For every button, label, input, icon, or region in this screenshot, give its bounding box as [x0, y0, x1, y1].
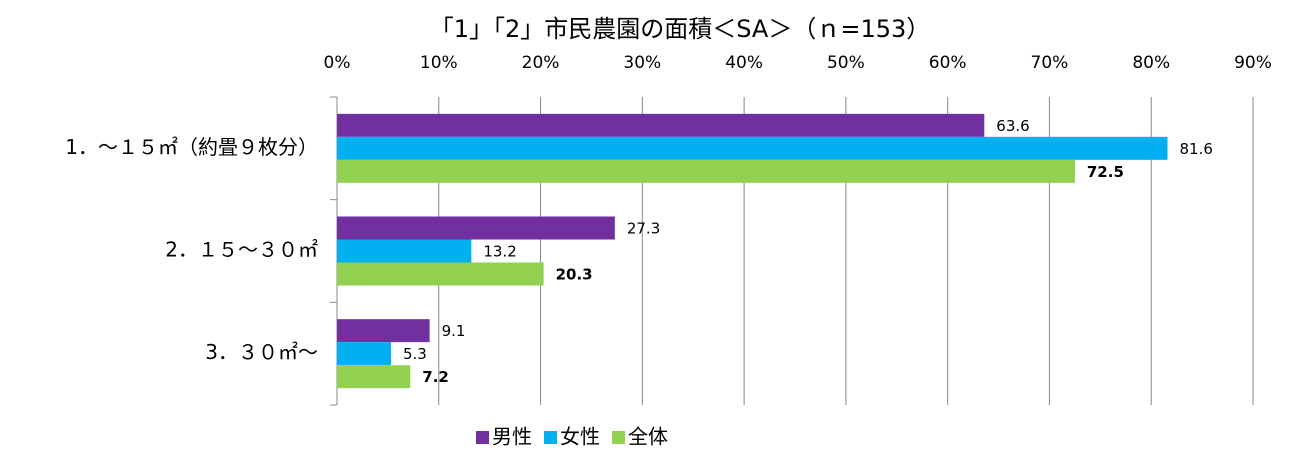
legend-swatch	[476, 431, 489, 444]
legend-swatch	[544, 431, 557, 444]
legend-label: 男性	[492, 425, 532, 449]
x-tick-label: 70%	[1031, 53, 1069, 73]
bar	[337, 365, 411, 389]
x-tick-label: 40%	[725, 53, 763, 73]
bar	[337, 136, 1168, 160]
chart-title: 「1」「2」市民農園の面積＜SA＞（ｎ=153）	[430, 15, 931, 43]
x-tick-label: 50%	[827, 53, 865, 73]
data-label: 81.6	[1180, 140, 1213, 158]
x-tick-label: 10%	[420, 53, 458, 73]
bar	[337, 262, 544, 286]
x-tick-label: 0%	[324, 53, 351, 73]
legend-swatch	[612, 431, 625, 444]
data-label: 5.3	[403, 345, 427, 363]
x-tick-label: 20%	[522, 53, 560, 73]
data-label: 72.5	[1087, 163, 1124, 181]
data-label: 27.3	[627, 220, 660, 238]
bar	[337, 319, 430, 343]
y-tick-label: 2．１５～３０㎡	[165, 238, 318, 262]
bar	[337, 239, 472, 263]
legend-label: 全体	[628, 425, 668, 449]
legend-label: 女性	[560, 425, 600, 449]
y-tick-label: 1．～１５㎡（約畳９枚分）	[65, 135, 318, 159]
x-tick-label: 30%	[623, 53, 661, 73]
data-label: 63.6	[996, 117, 1029, 135]
x-tick-label: 90%	[1234, 53, 1272, 73]
x-tick-label: 80%	[1132, 53, 1170, 73]
bar	[337, 159, 1075, 183]
data-label: 13.2	[483, 243, 516, 261]
x-tick-label: 60%	[929, 53, 967, 73]
bar	[337, 113, 985, 137]
bar	[337, 216, 615, 240]
y-tick-label: 3．３０㎡～	[205, 340, 318, 364]
bar	[337, 342, 391, 366]
data-label: 7.2	[422, 368, 449, 386]
data-label: 9.1	[442, 322, 466, 340]
data-label: 20.3	[556, 266, 593, 284]
